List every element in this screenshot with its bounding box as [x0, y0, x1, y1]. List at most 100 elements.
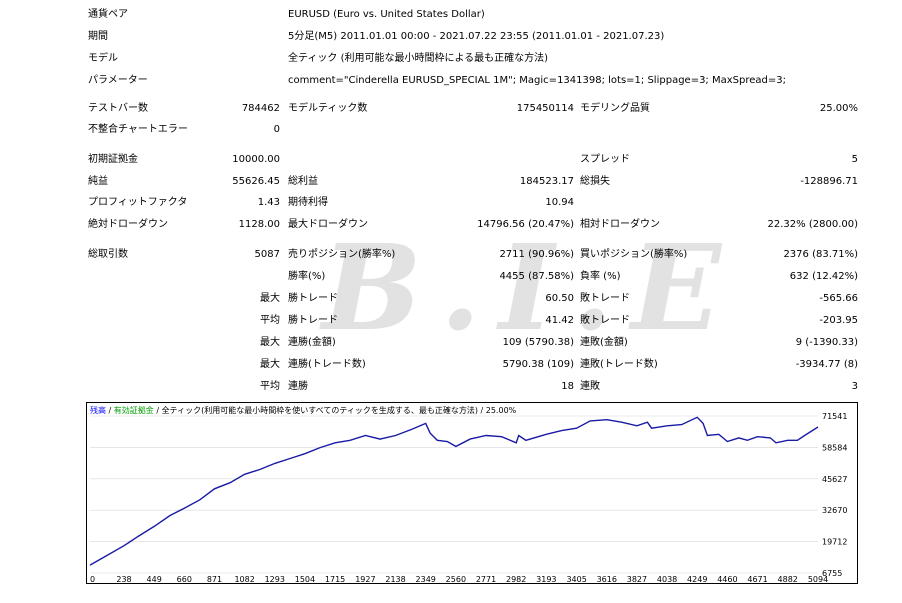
- largest-loss-value: -565.66: [819, 293, 858, 304]
- net-profit-value: 55626.45: [232, 176, 280, 187]
- profit-factor-value: 1.43: [257, 197, 280, 208]
- legend-balance: 残高: [90, 405, 106, 415]
- largest-loss-label: 敗トレード: [580, 293, 630, 304]
- parameters-label: パラメーター: [88, 75, 148, 86]
- total-trades-value: 5087: [254, 249, 280, 260]
- period-label: 期間: [88, 31, 108, 42]
- long-positions-label: 買いポジション(勝率%): [580, 249, 688, 260]
- deposit-label: 初期証拠金: [88, 154, 138, 165]
- period-value: 5分足(M5) 2011.01.01 00:00 - 2021.07.22 23…: [288, 31, 665, 42]
- x-tick-label: 4671: [747, 575, 767, 584]
- y-tick-label: 32670: [822, 506, 847, 515]
- x-tick-label: 4460: [717, 575, 737, 584]
- x-axis-ticks: 0 238 449 660 871 1082 1293 1504 1715 1927 2138 234…: [90, 575, 828, 584]
- expected-payoff-label: 期待利得: [288, 197, 328, 208]
- x-tick-label: 1715: [325, 575, 345, 584]
- mismatch-label: 不整合チャートエラー: [88, 124, 188, 135]
- max-label-1: 最大: [260, 293, 280, 304]
- x-tick-label: 3193: [536, 575, 556, 584]
- consecutive-wins-count-label: 連勝(トレード数): [288, 359, 366, 370]
- consecutive-losses-count-value: -3934.77 (8): [795, 359, 858, 370]
- short-positions-value: 2711 (90.96%): [499, 249, 574, 260]
- consecutive-wins-count-value: 5790.38 (109): [502, 359, 574, 370]
- deposit-value: 10000.00: [232, 154, 280, 165]
- legend-quality: 25.00%: [486, 406, 517, 415]
- max-drawdown-label: 最大ドローダウン: [288, 219, 368, 230]
- average-win-label: 勝トレード: [288, 315, 338, 326]
- bars-label: テストバー数: [88, 103, 148, 114]
- y-tick-label: 19712: [822, 538, 847, 547]
- x-tick-label: 0: [90, 575, 95, 584]
- consecutive-losses-count-label: 連敗(トレード数): [580, 359, 658, 370]
- loss-rate-label: 負率 (%): [580, 271, 621, 282]
- gross-profit-label: 総利益: [288, 176, 318, 187]
- average-loss-label: 敗トレード: [580, 315, 630, 326]
- y-tick-label: 6755: [822, 569, 842, 578]
- max-drawdown-value: 14796.56 (20.47%): [477, 219, 574, 230]
- y-tick-label: 71541: [822, 412, 847, 421]
- relative-drawdown-value: 22.32% (2800.00): [767, 219, 858, 230]
- win-rate-label: 勝率(%): [288, 271, 326, 282]
- y-tick-label: 45627: [822, 475, 847, 484]
- x-tick-label: 1927: [355, 575, 375, 584]
- ticks-value: 175450114: [516, 103, 574, 114]
- consecutive-losses-money-label: 連敗(金額): [580, 337, 628, 348]
- x-tick-label: 2982: [506, 575, 526, 584]
- x-tick-label: 3405: [566, 575, 586, 584]
- average-consecutive-losses-value: 3: [851, 381, 858, 392]
- x-tick-label: 2349: [416, 575, 436, 584]
- x-tick-label: 4882: [778, 575, 798, 584]
- quality-label: モデリング品質: [580, 103, 650, 114]
- x-tick-label: 2138: [385, 575, 405, 584]
- avg-label-1: 平均: [260, 315, 280, 326]
- x-tick-label: 871: [207, 575, 222, 584]
- average-consecutive-wins-label: 連勝: [288, 381, 308, 392]
- parameters-value: comment="Cinderella EURUSD_SPECIAL 1M"; …: [288, 75, 786, 86]
- x-tick-label: 449: [147, 575, 162, 584]
- spread-value: 5: [851, 154, 858, 165]
- x-tick-label: 2560: [446, 575, 466, 584]
- ticks-label: モデルティック数: [288, 103, 368, 114]
- average-consecutive-wins-value: 18: [561, 381, 574, 392]
- chart-grid: [90, 415, 818, 574]
- gross-loss-label: 総損失: [580, 176, 610, 187]
- gross-loss-value: -128896.71: [800, 176, 858, 187]
- max-label-3: 最大: [260, 359, 280, 370]
- consecutive-wins-money-label: 連勝(金額): [288, 337, 336, 348]
- legend-separator: /: [478, 406, 486, 415]
- win-rate-value: 4455 (87.58%): [499, 271, 574, 282]
- model-label: モデル: [88, 53, 118, 64]
- x-tick-label: 3616: [597, 575, 617, 584]
- max-label-2: 最大: [260, 337, 280, 348]
- x-tick-label: 1504: [295, 575, 315, 584]
- x-tick-label: 5094: [808, 575, 828, 584]
- absolute-drawdown-value: 1128.00: [238, 219, 280, 230]
- profit-factor-label: プロフィットファクタ: [88, 197, 188, 208]
- mismatch-value: 0: [273, 124, 280, 135]
- largest-win-value: 60.50: [545, 293, 574, 304]
- y-axis-ticks: 71541 58584 45627 32670 19712 6755: [822, 412, 847, 578]
- symbol-label: 通貨ペア: [88, 9, 128, 20]
- gross-profit-value: 184523.17: [519, 176, 574, 187]
- x-tick-label: 238: [116, 575, 131, 584]
- balance-line: [89, 416, 819, 566]
- spread-label: スプレッド: [580, 154, 630, 165]
- long-positions-value: 2376 (83.71%): [783, 249, 858, 260]
- watermark: B.I.E: [322, 218, 740, 357]
- x-tick-label: 1293: [265, 575, 285, 584]
- x-tick-label: 3827: [627, 575, 647, 584]
- chart-legend: 残高 / 有効証拠金 / 全ティック(利用可能な最小時間枠を使いすべてのティック…: [90, 405, 517, 415]
- x-tick-label: 1082: [234, 575, 254, 584]
- model-value: 全ティック (利用可能な最小時間枠による最も正確な方法): [288, 53, 549, 64]
- balance-chart: 残高 / 有効証拠金 / 全ティック(利用可能な最小時間枠を使いすべてのティック…: [86, 402, 858, 584]
- total-trades-label: 総取引数: [88, 249, 128, 260]
- legend-separator: /: [154, 406, 162, 415]
- largest-win-label: 勝トレード: [288, 293, 338, 304]
- x-tick-label: 4038: [657, 575, 677, 584]
- consecutive-losses-money-value: 9 (-1390.33): [795, 337, 858, 348]
- absolute-drawdown-label: 絶対ドローダウン: [88, 219, 168, 230]
- average-win-value: 41.42: [545, 315, 574, 326]
- y-tick-label: 58584: [822, 443, 847, 452]
- loss-rate-value: 632 (12.42%): [789, 271, 858, 282]
- short-positions-label: 売りポジション(勝率%): [288, 249, 396, 260]
